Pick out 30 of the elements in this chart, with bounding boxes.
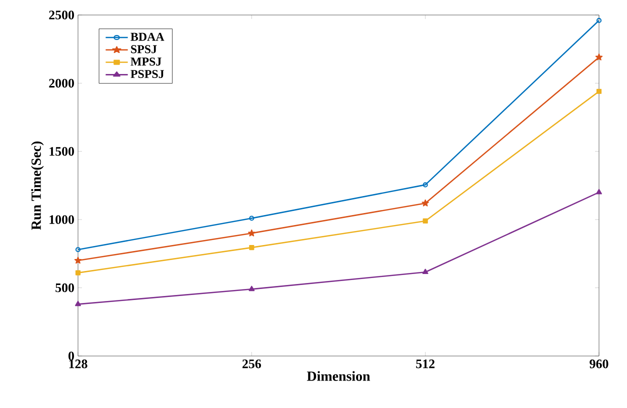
legend-label: BDAA: [130, 32, 164, 41]
y-tick-label: 2000: [49, 78, 74, 88]
y-tick-label: 500: [56, 283, 74, 292]
point: [75, 300, 81, 306]
x-tick-label: 960: [590, 360, 608, 368]
x-tick-label: 256: [242, 360, 261, 368]
point: [596, 88, 602, 94]
legend-label: SPSJ: [131, 45, 157, 54]
point: [595, 54, 603, 60]
point: [249, 216, 254, 221]
point: [248, 230, 256, 236]
point: [422, 218, 428, 224]
point: [422, 199, 429, 206]
y-axis-title: Run Time(Sec): [31, 141, 44, 230]
point: [74, 256, 82, 264]
x-tick-label: 512: [416, 360, 434, 368]
y-tick-label: 1500: [50, 147, 74, 156]
point: [422, 182, 428, 188]
legend-label: MPSJ: [130, 58, 162, 66]
point: [596, 188, 602, 194]
x-tick-label: 128: [69, 360, 88, 368]
point: [249, 245, 254, 250]
point: [248, 286, 255, 292]
y-tick-label: 2500: [49, 10, 74, 20]
point: [75, 270, 81, 276]
point: [422, 268, 428, 274]
y-tick-label: 1000: [50, 215, 74, 224]
y-tick-label: 0: [68, 352, 74, 360]
x-axis-title: Dimension: [306, 371, 370, 381]
legend-label: PSPSJ: [130, 70, 164, 78]
